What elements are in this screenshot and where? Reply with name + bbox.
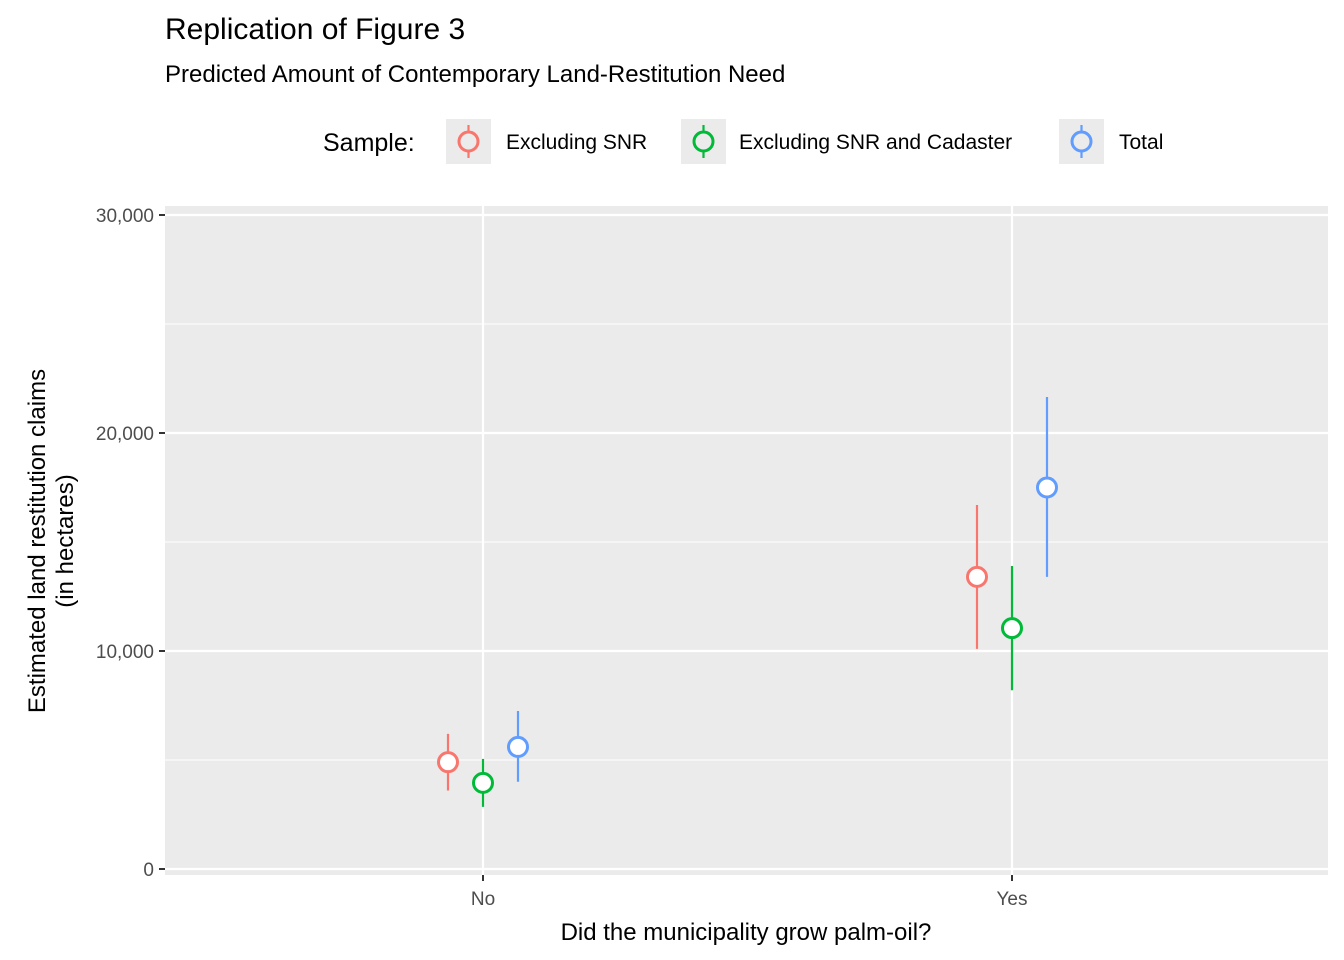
legend-title: Sample:: [323, 129, 415, 157]
y-axis-title-line2: (in hectares): [52, 474, 79, 607]
legend-key-point: [692, 130, 715, 153]
data-point: [1001, 617, 1023, 640]
y-tick-label: 20,000: [96, 424, 154, 445]
legend-label: Excluding SNR: [506, 131, 647, 154]
data-point: [472, 771, 494, 794]
chart-subtitle: Predicted Amount of Contemporary Land-Re…: [165, 61, 785, 88]
grid: [165, 206, 1328, 875]
x-axis-title: Did the municipality grow palm-oil?: [561, 919, 932, 946]
data-marks: [437, 397, 1058, 807]
y-tick-label: 30,000: [96, 206, 154, 227]
data-point: [966, 565, 988, 588]
y-tick-label: 10,000: [96, 642, 154, 663]
legend-key-point: [1070, 130, 1093, 153]
x-tick-label: No: [471, 889, 495, 910]
plot-panel: [165, 206, 1328, 875]
y-axis-title-line1: Estimated land restitution claims: [24, 369, 51, 713]
x-tick-label: Yes: [997, 889, 1028, 910]
legend-label: Total: [1119, 131, 1163, 154]
y-tick-label: 0: [143, 860, 154, 881]
data-point: [1036, 476, 1058, 499]
chart-title: Replication of Figure 3: [165, 13, 465, 46]
legend-label: Excluding SNR and Cadaster: [739, 131, 1012, 154]
data-point: [437, 751, 459, 774]
legend-key-point: [457, 130, 480, 153]
data-point: [507, 735, 529, 758]
legend: Sample: Excluding SNR Excluding SNR and C…: [323, 119, 1163, 164]
axes: 0 10,000 20,000 30,000 No Yes: [96, 206, 1028, 910]
